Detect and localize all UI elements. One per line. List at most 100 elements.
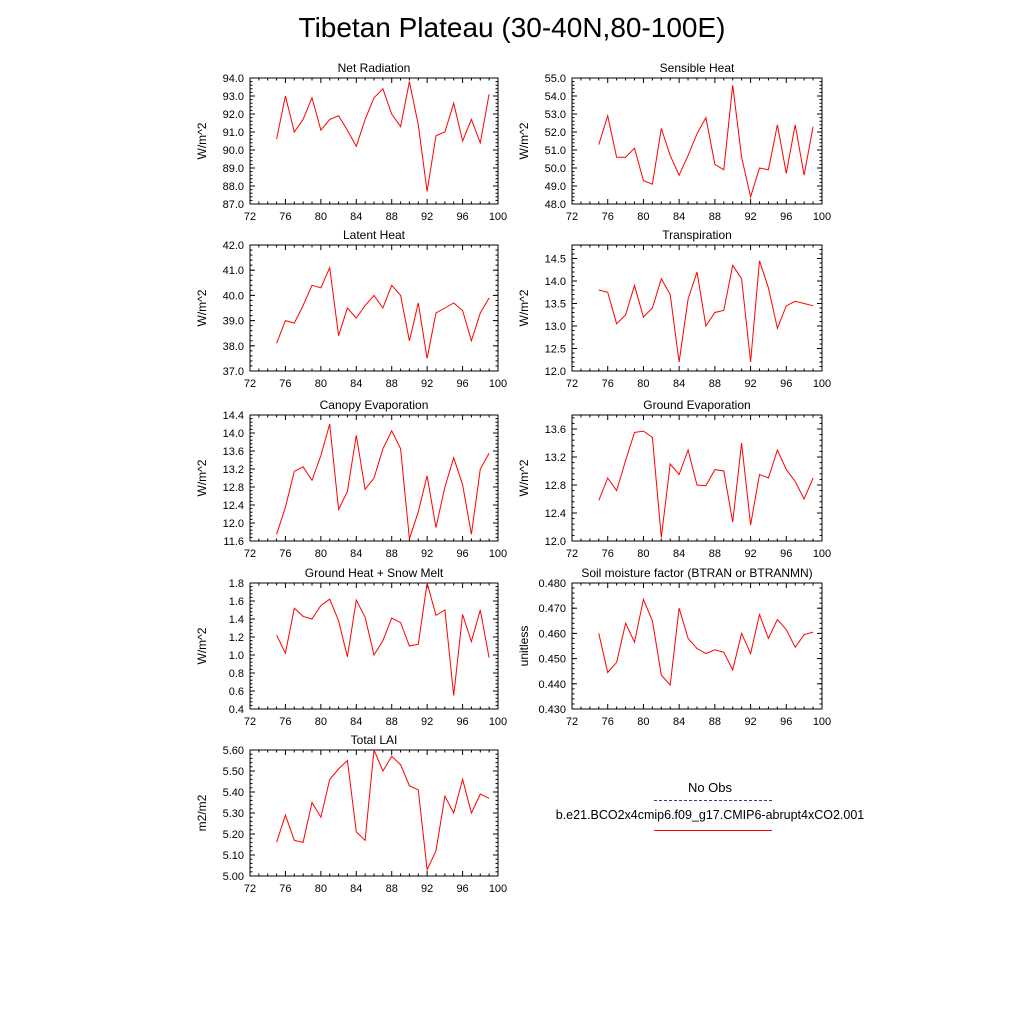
y-tick-label: 14.5: [545, 254, 566, 266]
plot-frame: [571, 77, 823, 205]
y-tick-label: 39.0: [223, 316, 244, 328]
x-tick-label: 84: [350, 378, 362, 390]
y-tick-label: 5.60: [223, 745, 244, 757]
y-tick-label: 0.470: [538, 603, 566, 615]
y-tick-label: 38.0: [223, 341, 244, 353]
plot-frame: [249, 77, 499, 205]
plot-frame: [249, 749, 499, 877]
plot-panel-3: Latent Heat W/m^2 72 76 80 84 88 92 96 100 37.0 38.…: [195, 228, 507, 390]
x-tick-label: 84: [673, 548, 685, 560]
x-tick-label: 96: [780, 211, 792, 223]
series-line: [598, 597, 814, 687]
x-tick-label: 76: [602, 548, 614, 560]
x-tick-label: 96: [780, 548, 792, 560]
x-tick-label: 76: [279, 548, 291, 560]
x-tick-label: 92: [421, 378, 433, 390]
plot-panel-6: Ground Evaporation W/m^2 72 76 80 84 88 92 96 100…: [517, 398, 831, 560]
x-tick-label: 92: [421, 211, 433, 223]
series-line: [598, 430, 814, 538]
y-tick-label: 0.430: [538, 704, 566, 716]
y-tick-label: 12.4: [223, 500, 244, 512]
x-tick-label: 84: [350, 211, 362, 223]
y-tick-label: 1.6: [229, 596, 244, 608]
x-tick-label: 76: [279, 716, 291, 728]
y-tick-label: 14.0: [223, 428, 244, 440]
y-tick-label: 41.0: [223, 265, 244, 277]
y-tick-label: 13.5: [545, 299, 566, 311]
x-tick-label: 80: [315, 548, 327, 560]
plot-panel-2: Sensible Heat W/m^2 72 76 80 84 88 92 96 100 48.0 4…: [517, 61, 831, 223]
x-tick-label: 80: [315, 378, 327, 390]
x-tick-label: 72: [244, 883, 256, 895]
plot-frame: [571, 582, 823, 710]
x-tick-label: 96: [780, 378, 792, 390]
y-axis-label: W/m^2: [195, 122, 209, 159]
y-tick-label: 1.0: [229, 650, 244, 662]
y-tick-label: 93.0: [223, 91, 244, 103]
plot-title: Soil moisture factor (BTRAN or BTRANMN): [581, 566, 812, 580]
y-tick-label: 13.2: [223, 464, 244, 476]
y-tick-label: 12.0: [223, 518, 244, 530]
y-tick-label: 5.40: [223, 787, 244, 799]
x-tick-label: 76: [602, 716, 614, 728]
x-tick-label: 100: [489, 716, 507, 728]
legend-entry-obs-label: No Obs: [687, 780, 733, 795]
y-axis-label: W/m^2: [195, 459, 209, 496]
y-tick-label: 1.2: [229, 632, 244, 644]
series-line: [598, 260, 814, 363]
series-line: [276, 265, 490, 359]
y-tick-label: 0.440: [538, 679, 566, 691]
y-tick-label: 5.00: [223, 871, 244, 883]
x-tick-label: 76: [602, 211, 614, 223]
x-tick-label: 72: [244, 378, 256, 390]
x-tick-label: 88: [386, 211, 398, 223]
y-axis-label: W/m^2: [195, 627, 209, 664]
y-tick-label: 94.0: [223, 73, 244, 85]
x-tick-label: 84: [350, 548, 362, 560]
x-tick-label: 88: [709, 378, 721, 390]
x-tick-label: 80: [637, 211, 649, 223]
y-tick-label: 37.0: [223, 366, 244, 378]
series-line: [598, 85, 814, 199]
x-tick-label: 100: [813, 378, 831, 390]
plot-panel-4: Transpiration W/m^2 72 76 80 84 88 92 96 100 12.0 1…: [517, 228, 831, 390]
plot-title: Latent Heat: [343, 228, 406, 242]
legend-entry-obs-line: [654, 800, 772, 801]
plot-title: Sensible Heat: [660, 61, 735, 75]
y-tick-label: 0.460: [538, 628, 566, 640]
x-tick-label: 96: [456, 378, 468, 390]
x-tick-label: 96: [456, 211, 468, 223]
y-tick-label: 52.0: [545, 127, 566, 139]
x-tick-label: 84: [673, 716, 685, 728]
x-tick-label: 92: [421, 716, 433, 728]
plot-title: Ground Evaporation: [643, 398, 750, 412]
y-tick-label: 0.6: [229, 686, 244, 698]
y-tick-label: 0.480: [538, 578, 566, 590]
x-tick-label: 84: [350, 716, 362, 728]
x-tick-label: 84: [350, 883, 362, 895]
plot-frame: [571, 414, 823, 542]
y-tick-label: 12.5: [545, 344, 566, 356]
x-tick-label: 88: [709, 716, 721, 728]
x-tick-label: 92: [744, 548, 756, 560]
x-tick-label: 96: [456, 716, 468, 728]
y-tick-label: 53.0: [545, 109, 566, 121]
y-tick-label: 5.20: [223, 829, 244, 841]
x-tick-label: 76: [602, 378, 614, 390]
plot-title: Total LAI: [351, 733, 398, 747]
x-tick-label: 92: [744, 716, 756, 728]
y-tick-label: 13.2: [545, 452, 566, 464]
y-axis-label: unitless: [517, 626, 531, 667]
y-axis-label: W/m^2: [517, 459, 531, 496]
x-tick-label: 72: [566, 548, 578, 560]
x-tick-label: 80: [637, 716, 649, 728]
y-tick-label: 1.8: [229, 578, 244, 590]
y-axis-label: W/m^2: [517, 289, 531, 326]
y-tick-label: 48.0: [545, 199, 566, 211]
x-tick-label: 96: [456, 548, 468, 560]
x-tick-label: 80: [637, 378, 649, 390]
series-line: [276, 81, 490, 192]
x-tick-label: 88: [386, 548, 398, 560]
series-line: [276, 582, 490, 696]
